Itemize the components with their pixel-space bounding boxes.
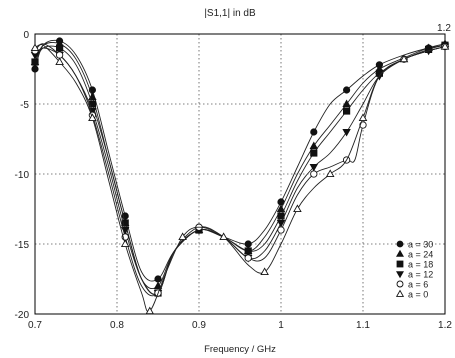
series-5 bbox=[30, 42, 450, 315]
chart-title: |S1,1| in dB bbox=[204, 8, 256, 19]
x-axis-label: Frequency / GHz bbox=[204, 344, 276, 355]
data-point bbox=[244, 240, 252, 248]
series-line bbox=[34, 39, 446, 282]
legend-marker bbox=[395, 289, 405, 297]
data-point bbox=[342, 86, 351, 94]
x-tick-label: 0.8 bbox=[110, 320, 124, 331]
legend-marker bbox=[396, 260, 404, 268]
data-point bbox=[325, 169, 335, 178]
series-line bbox=[34, 46, 446, 295]
legend-marker bbox=[396, 249, 404, 257]
data-point bbox=[31, 58, 39, 66]
data-point bbox=[55, 51, 64, 59]
y-tick-label: -15 bbox=[15, 240, 30, 251]
data-point bbox=[399, 54, 409, 63]
x-tick-label: 1 bbox=[278, 320, 284, 331]
legend-entry: a = 24 bbox=[408, 250, 433, 260]
data-point bbox=[56, 44, 64, 52]
data-point bbox=[276, 220, 286, 228]
data-point bbox=[260, 267, 269, 276]
legend-entry: a = 6 bbox=[408, 280, 428, 290]
data-point bbox=[153, 281, 163, 289]
series-4 bbox=[31, 42, 449, 297]
data-point bbox=[358, 113, 368, 122]
data-point bbox=[342, 129, 351, 137]
data-point bbox=[293, 204, 302, 213]
data-point bbox=[121, 219, 129, 227]
legend-entry: a = 18 bbox=[408, 260, 433, 270]
y-tick-label: -5 bbox=[20, 100, 29, 111]
data-point bbox=[440, 42, 450, 50]
data-point bbox=[276, 204, 286, 212]
x-tick-label: 0.9 bbox=[192, 320, 206, 331]
data-point bbox=[88, 100, 96, 108]
legend-marker bbox=[396, 280, 404, 288]
data-point bbox=[309, 164, 319, 172]
series-line bbox=[34, 43, 446, 297]
x-tick-label: 1.1 bbox=[356, 320, 370, 331]
tick-labels: 0.7 0.8 0.9 1 1.1 1.2 0 -5 -10 -15 -20 bbox=[15, 30, 453, 331]
legend: a = 30a = 24a = 18a = 12a = 6a = 0 bbox=[395, 240, 433, 300]
data-point bbox=[178, 232, 187, 241]
data-point bbox=[219, 232, 228, 241]
data-point bbox=[244, 254, 252, 262]
legend-entry: a = 30 bbox=[408, 240, 433, 250]
data-point bbox=[145, 306, 155, 315]
data-point bbox=[244, 247, 252, 255]
data-point bbox=[120, 239, 130, 248]
series-layer bbox=[30, 37, 450, 315]
series-3 bbox=[30, 43, 450, 298]
x-tick-label: 1.2 bbox=[438, 320, 452, 331]
data-point bbox=[55, 57, 64, 66]
grid bbox=[35, 34, 445, 314]
y-tick-label: -10 bbox=[15, 170, 30, 181]
legend-marker bbox=[396, 240, 404, 248]
data-point bbox=[342, 107, 351, 115]
y-tick-label: -20 bbox=[15, 310, 30, 321]
data-point bbox=[310, 149, 318, 157]
data-point bbox=[154, 275, 162, 283]
data-point bbox=[88, 113, 97, 122]
y-tick-label: 0 bbox=[23, 30, 29, 41]
series-line bbox=[34, 44, 446, 313]
series-2 bbox=[31, 41, 449, 297]
data-point bbox=[310, 128, 318, 136]
data-point bbox=[30, 43, 40, 52]
data-point bbox=[277, 226, 285, 234]
plot-frame bbox=[34, 33, 446, 315]
legend-marker bbox=[396, 271, 404, 279]
data-point bbox=[342, 99, 351, 107]
series-0 bbox=[31, 37, 449, 283]
x-tick-label: 0.7 bbox=[28, 320, 42, 331]
legend-entry: a = 12 bbox=[408, 270, 433, 280]
data-point bbox=[309, 141, 319, 149]
data-point bbox=[310, 170, 318, 178]
legend-entry: a = 0 bbox=[408, 290, 428, 300]
corner-label: 1.2 bbox=[437, 23, 451, 34]
data-point bbox=[31, 65, 39, 73]
series-line bbox=[34, 44, 446, 295]
